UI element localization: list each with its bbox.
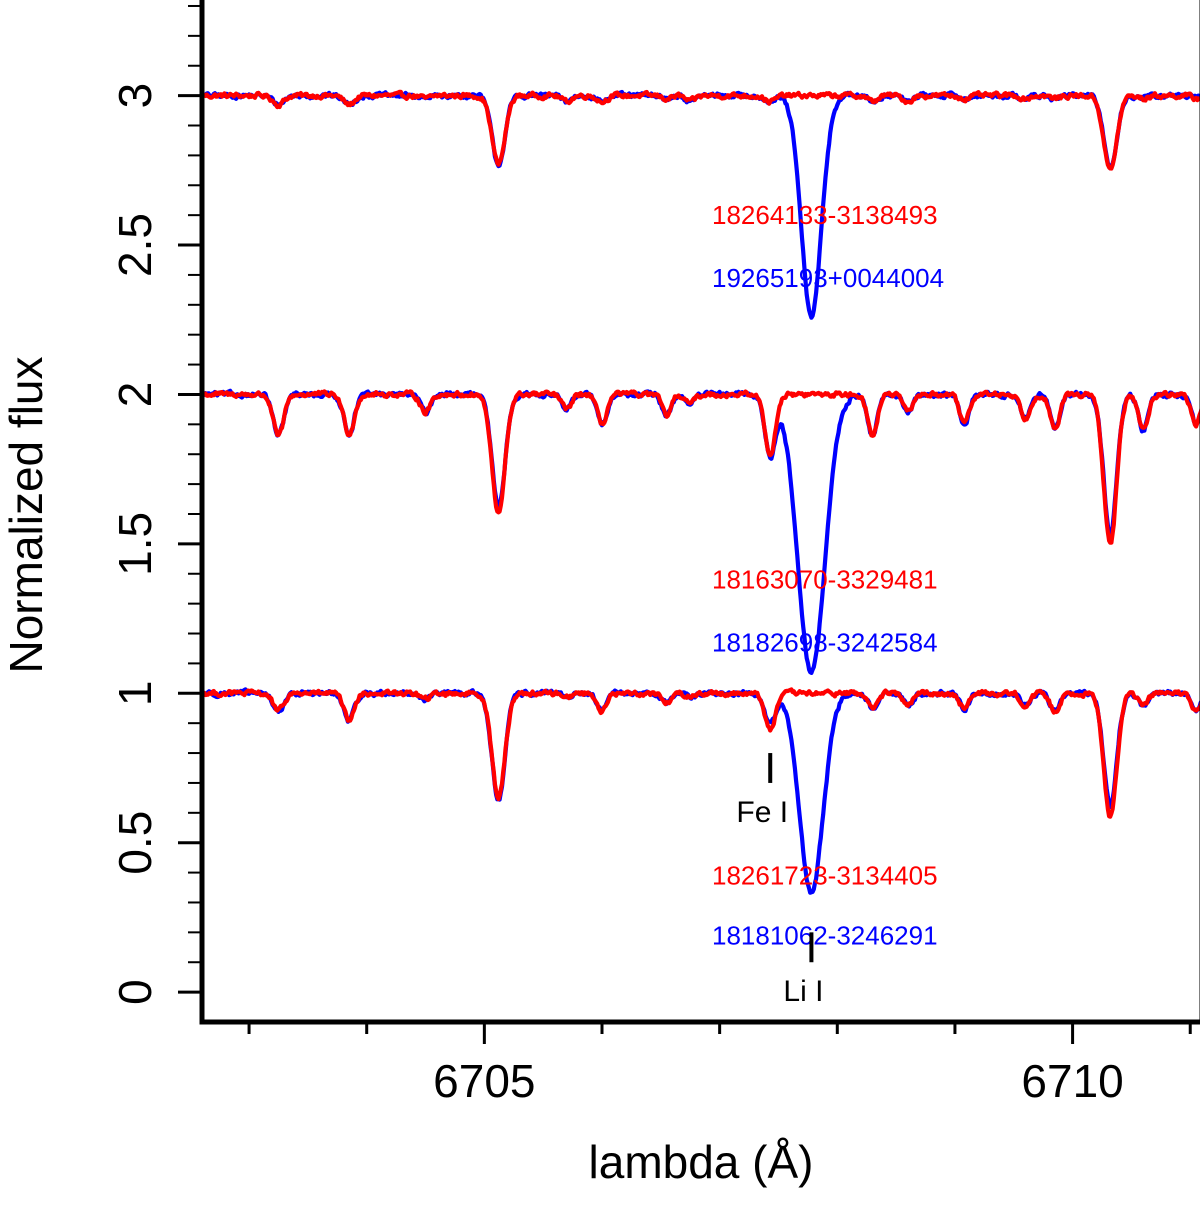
series-line-18261723-3134405 xyxy=(202,687,1200,819)
series-line-19265193+0044004 xyxy=(202,89,1200,320)
y-axis-label: Normalized flux xyxy=(0,357,52,674)
series-label: 18181062-3246291 xyxy=(712,920,938,950)
feature-label: Li I xyxy=(783,975,823,1008)
y-tick-label: 2.5 xyxy=(109,213,161,277)
y-tick-label: 1 xyxy=(109,681,161,707)
feature-label: Fe I xyxy=(736,796,788,829)
series-label: 18261723-3134405 xyxy=(712,861,938,891)
series-label: 18163070-3329481 xyxy=(712,565,938,595)
y-tick-label: 0.5 xyxy=(109,811,161,875)
y-tick-label: 1.5 xyxy=(109,512,161,576)
y-tick-label: 0 xyxy=(109,979,161,1005)
y-tick-label: 3 xyxy=(109,83,161,109)
x-axis-label: lambda (Å) xyxy=(589,1136,814,1188)
series-label: 19265193+0044004 xyxy=(712,263,944,293)
series-label: 18264133-3138493 xyxy=(712,200,938,230)
series-line-18163070-3329481 xyxy=(202,389,1200,545)
x-tick-label: 6705 xyxy=(433,1055,535,1107)
x-tick-label: 6710 xyxy=(1021,1055,1123,1107)
y-tick-label: 2 xyxy=(109,382,161,408)
plot-frame xyxy=(199,0,1200,1025)
series-layer xyxy=(202,89,1200,895)
series-label: 18182698-3242584 xyxy=(712,628,938,658)
labels-layer: 19265193+0044004 18264133-3138493 18182698… xyxy=(712,200,944,1008)
series-line-18264133-3138493 xyxy=(202,89,1200,171)
axes-layer: 0 0.5 1 1.5 2 2.5 3 6705 6710 xyxy=(109,0,1200,1107)
